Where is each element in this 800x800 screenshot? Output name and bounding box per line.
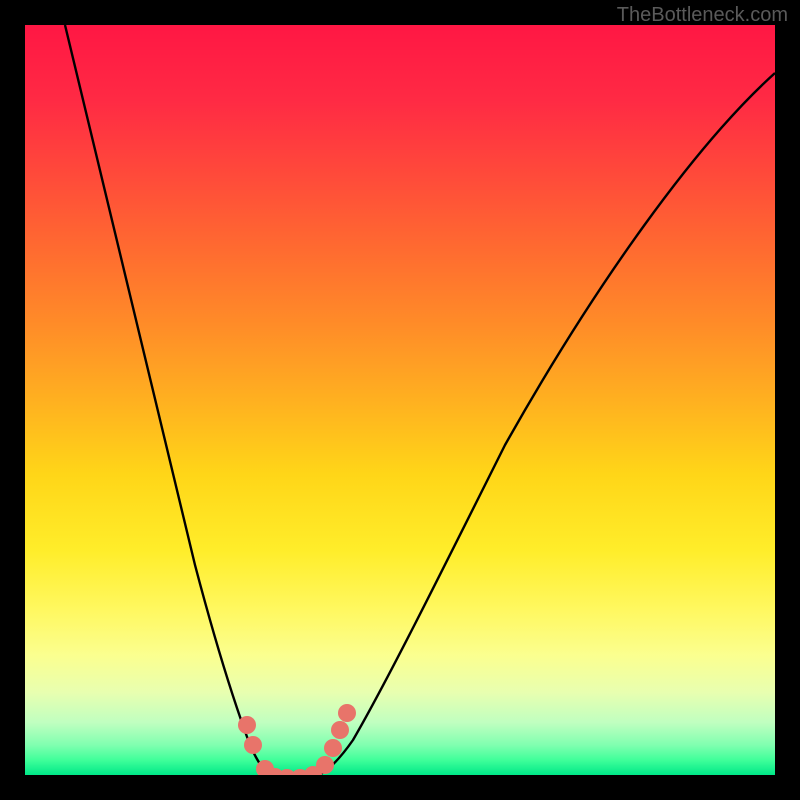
marker-dot (316, 756, 334, 774)
right-curve-line (315, 73, 775, 775)
watermark-text: TheBottleneck.com (617, 4, 788, 27)
left-curve-line (65, 25, 273, 775)
plot-area (25, 25, 775, 775)
marker-dot (324, 739, 342, 757)
marker-dot (238, 716, 256, 734)
marker-dot (338, 704, 356, 722)
marker-cluster (238, 704, 356, 775)
chart-curves (25, 25, 775, 775)
marker-dot (244, 736, 262, 754)
marker-dot (331, 721, 349, 739)
